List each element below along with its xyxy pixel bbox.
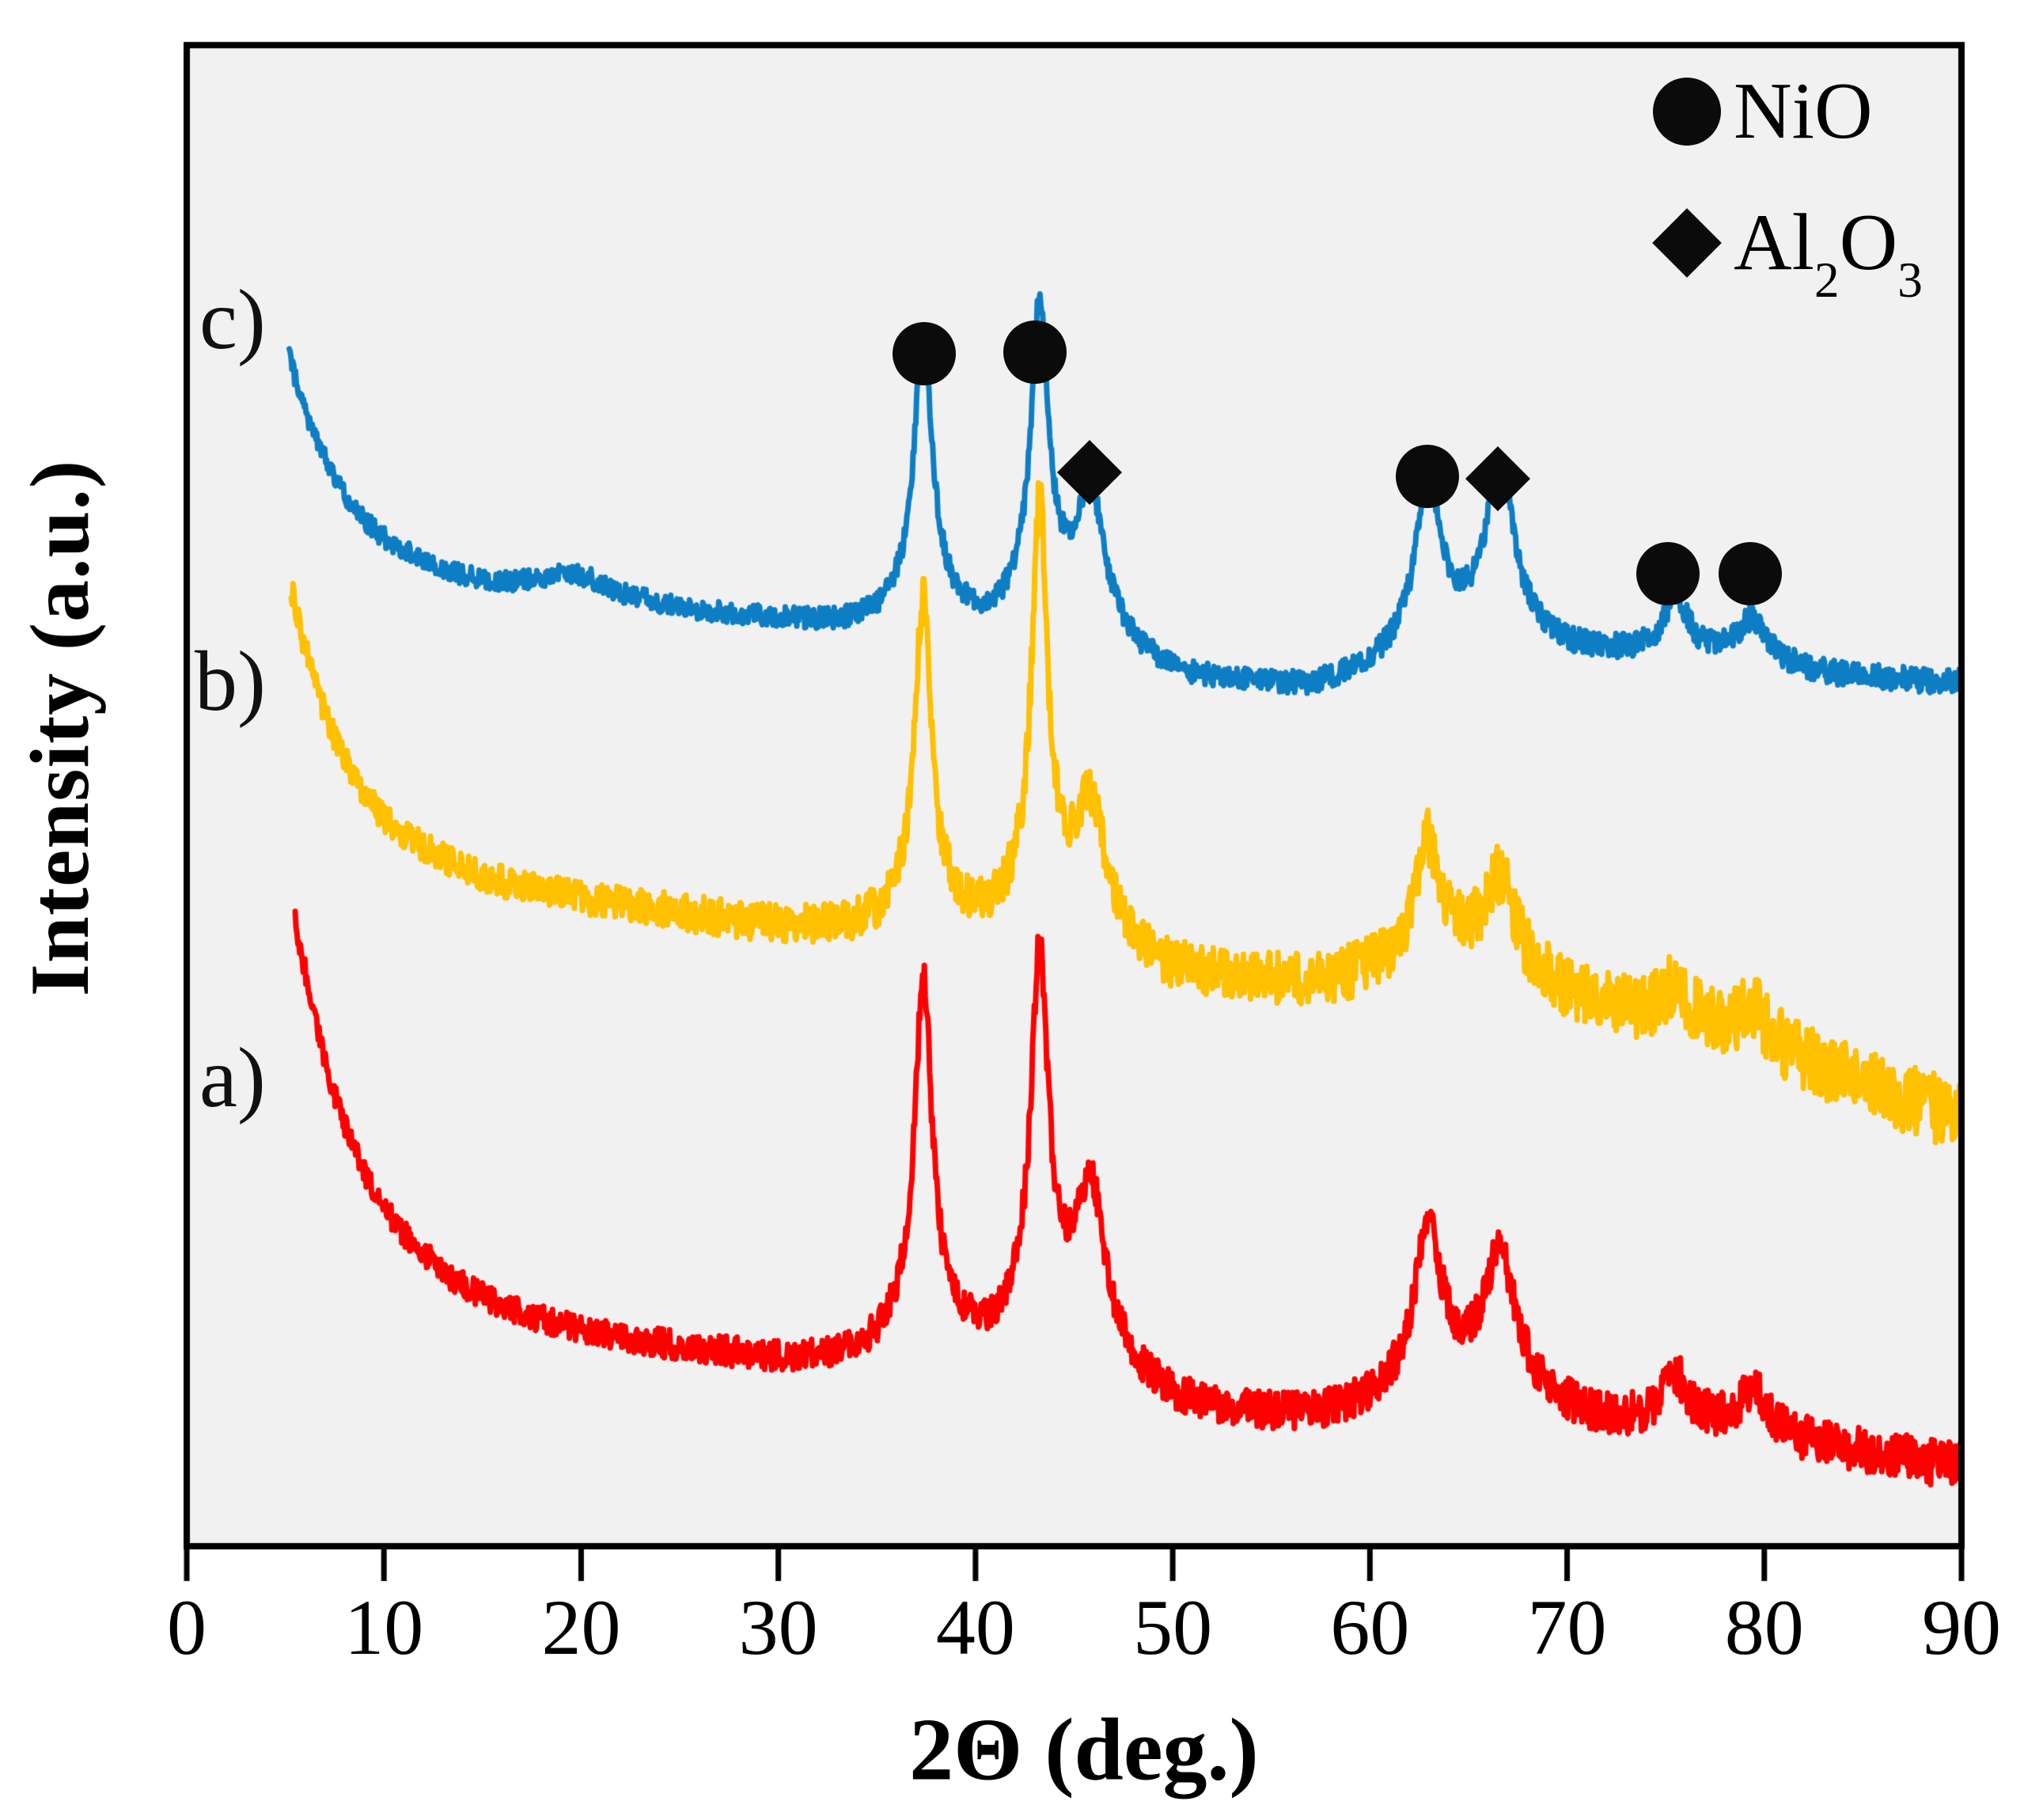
legend-label-al2o3: Al2O3: [1734, 198, 1923, 309]
x-tick-label-90: 90: [1922, 1583, 2001, 1671]
al2o3-diamond-icon: [1652, 208, 1722, 278]
nio-peak-marker-icon: [1635, 542, 1700, 605]
al2o3-peak-marker-icon: [1465, 446, 1531, 512]
nio-peak-marker-icon: [1719, 542, 1783, 605]
x-tick-label-60: 60: [1330, 1583, 1410, 1671]
x-tick-label-80: 80: [1724, 1583, 1804, 1671]
x-tick-label-50: 50: [1133, 1583, 1213, 1671]
x-tick-label-0: 0: [167, 1583, 207, 1671]
curve-label-a: a): [199, 1031, 266, 1125]
y-axis-title: Intensity (a.u.): [13, 459, 106, 997]
x-tick-label-70: 70: [1527, 1583, 1607, 1671]
nio-peak-marker-icon: [1395, 445, 1459, 508]
legend-label-nio: NiO: [1734, 66, 1873, 156]
legend-item-nio: NiO: [1653, 71, 1923, 152]
curve-label-b: b): [195, 635, 266, 729]
nio-circle-icon: [1653, 78, 1721, 146]
x-tick-label-10: 10: [344, 1583, 424, 1671]
legend-item-al2o3: Al2O3: [1652, 198, 1923, 309]
x-axis-title: 2Θ (deg.): [909, 1701, 1259, 1799]
x-tick-label-40: 40: [935, 1583, 1015, 1671]
legend: NiO Al2O3: [1652, 71, 1923, 309]
al2o3-peak-marker-icon: [1056, 439, 1123, 506]
x-tick-label-20: 20: [541, 1583, 621, 1671]
x-tick-label-30: 30: [738, 1583, 818, 1671]
nio-peak-marker-icon: [893, 322, 957, 385]
nio-peak-marker-icon: [1003, 320, 1067, 384]
curve-label-c: c): [199, 273, 266, 367]
